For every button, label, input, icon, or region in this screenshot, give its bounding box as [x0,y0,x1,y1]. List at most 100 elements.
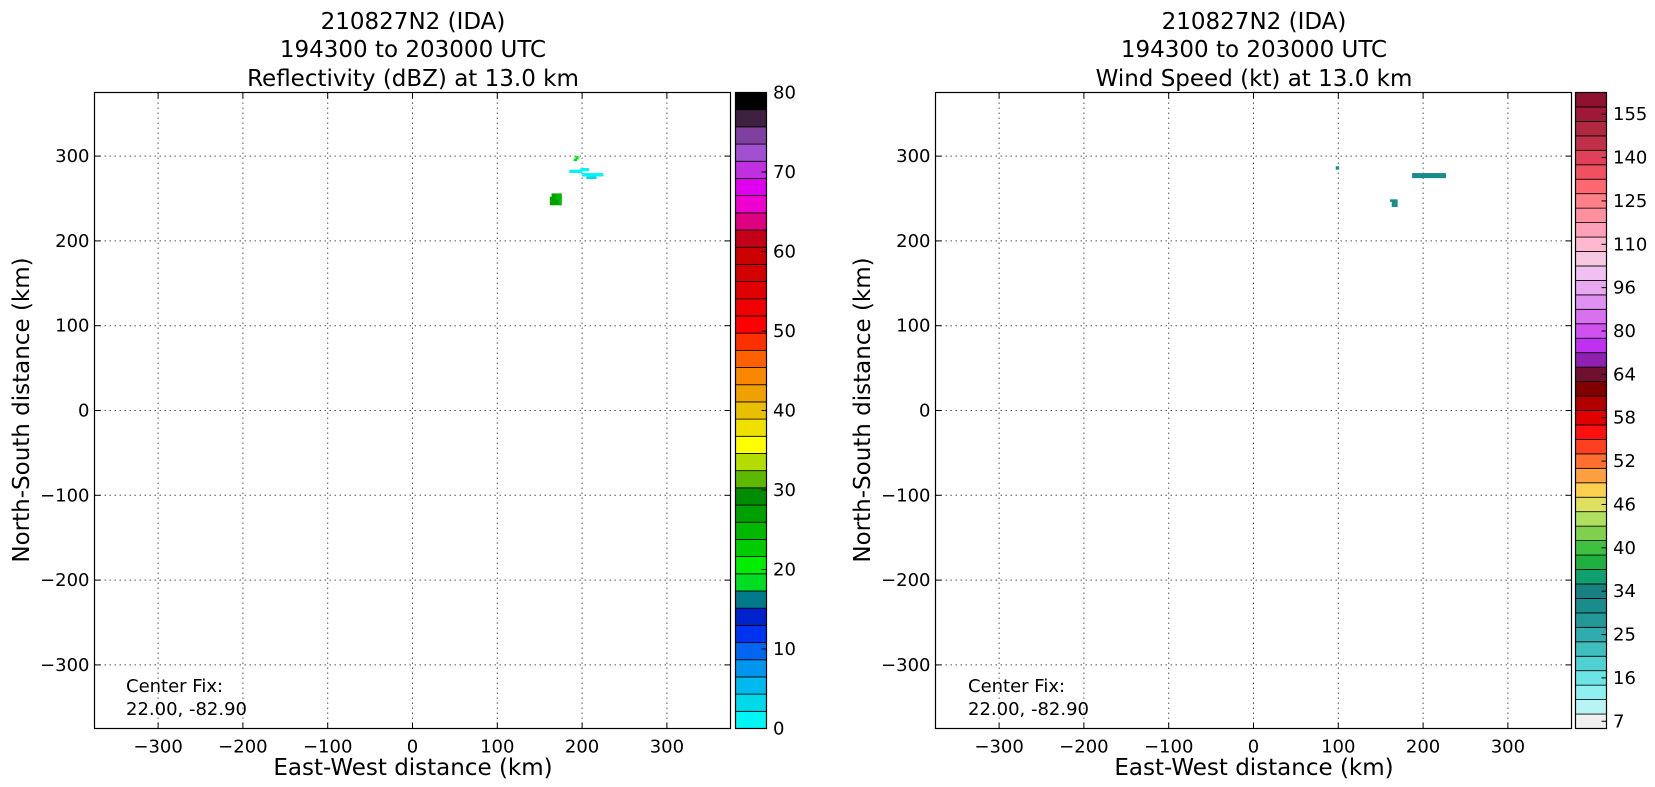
colorbar-segment [735,539,767,558]
colorbar-segment [1575,121,1607,137]
right-x-axis-label: East-West distance (km) [1114,755,1393,781]
right-center-fix-label: Center Fix: [968,676,1065,697]
colorbar-label: 25 [1613,625,1636,646]
colorbar-segment [1575,352,1607,368]
colorbar-label: 80 [1613,321,1636,342]
left-title-line-1: 210827N2 (IDA) [321,9,506,35]
colorbar-segment [735,246,767,265]
colorbar-segment [1575,265,1607,281]
colorbar-segment [735,367,767,386]
colorbar-segment [735,624,767,643]
colorbar-label: 7 [1613,711,1624,732]
colorbar-segment [735,659,767,678]
data-cell [555,193,561,201]
y-tick-label: −300 [40,655,89,676]
colorbar-label: 46 [1613,494,1636,515]
y-tick-label: −300 [881,655,930,676]
colorbar-label: 40 [1613,538,1636,559]
x-tick-label: 100 [480,737,514,758]
left-colorbar [734,91,768,730]
colorbar-label: 50 [773,321,796,342]
data-cell [586,176,597,179]
colorbar-segment [735,556,767,575]
colorbar-segment [735,607,767,626]
colorbar-segment [735,160,767,179]
colorbar-segment [1575,424,1607,440]
x-tick-label: −100 [303,737,352,758]
left-colorbar-labels: 0 10 20 30 40 50 60 70 80 [761,83,796,740]
colorbar-segment [1575,598,1607,614]
colorbar-label: 125 [1613,191,1647,212]
right-center-fix-value: 22.00, -82.90 [968,699,1089,720]
data-cell [582,173,604,177]
colorbar-segment [735,710,767,729]
left-title-line-3: Reflectivity (dBZ) at 13.0 km [247,66,579,92]
colorbar-label: 16 [1613,668,1636,689]
colorbar-label: 10 [773,639,796,660]
colorbar-segment [1575,395,1607,411]
colorbar-segment [735,298,767,317]
colorbar-segment [735,109,767,128]
colorbar-label: 20 [773,560,796,581]
colorbar-segment [1575,178,1607,195]
colorbar-segment [735,453,767,472]
y-tick-label: −200 [881,570,930,591]
colorbar-label: 70 [773,162,796,183]
colorbar-label: 52 [1613,451,1636,472]
x-tick-label: −300 [133,737,182,758]
colorbar-segment [1575,439,1607,455]
colorbar-segment [1575,554,1607,570]
right-colorbar [1574,91,1608,730]
data-cell [549,196,562,206]
right-y-axis-label: North-South distance (km) [850,257,876,562]
y-tick-label: 0 [919,401,930,422]
x-tick-label: 0 [1248,737,1259,758]
right-title-line-2: 194300 to 203000 UTC [1121,37,1387,63]
colorbar-segment [1575,294,1607,310]
colorbar-segment [735,384,767,403]
colorbar-segment [1575,699,1607,715]
left-grid [94,92,731,729]
left-panel: 210827N2 (IDA) 194300 to 203000 UTC Refl… [9,9,796,781]
right-title-line-1: 210827N2 (IDA) [1162,9,1347,35]
colorbar-segment [1575,308,1607,325]
colorbar-segment [1575,337,1607,354]
colorbar-segment [735,504,767,523]
right-y-ticks: −300 −200 −100 0 100 200 300 [881,146,1572,676]
y-tick-label: −200 [40,570,89,591]
colorbar-segment [1575,569,1607,585]
x-tick-label: 300 [650,737,684,758]
colorbar-label: 34 [1613,581,1636,602]
colorbar-segment [1575,525,1607,541]
colorbar-segment [735,229,767,248]
colorbar-segment [1575,641,1607,657]
colorbar-segment [735,642,767,661]
left-x-ticks: −300 −200 −100 0 100 200 300 [133,92,684,758]
x-tick-label: 0 [407,737,418,758]
left-y-ticks: −300 −200 −100 0 100 200 300 [40,146,731,676]
colorbar-segment [1575,684,1607,700]
left-y-axis-label: North-South distance (km) [9,257,35,562]
data-cell [1391,199,1398,207]
colorbar-segment [735,676,767,695]
data-cell [1412,173,1446,179]
data-cell [559,200,562,204]
x-tick-label: −200 [218,737,267,758]
y-tick-label: 300 [896,146,930,167]
colorbar-label: 155 [1613,104,1647,125]
colorbar-label: 140 [1613,148,1647,169]
x-tick-label: −200 [1059,737,1108,758]
data-cell [573,158,578,162]
colorbar-segment [1575,251,1607,267]
colorbar-segment [735,349,767,368]
colorbar-segment [1575,612,1607,628]
colorbar-segment [735,418,767,437]
colorbar-segment [735,590,767,609]
y-tick-label: 300 [55,146,89,167]
colorbar-segment [735,470,767,489]
colorbar-label: 58 [1613,408,1636,429]
x-tick-label: −100 [1144,737,1193,758]
left-center-fix-label: Center Fix: [126,676,223,697]
left-title-line-2: 194300 to 203000 UTC [280,37,546,63]
